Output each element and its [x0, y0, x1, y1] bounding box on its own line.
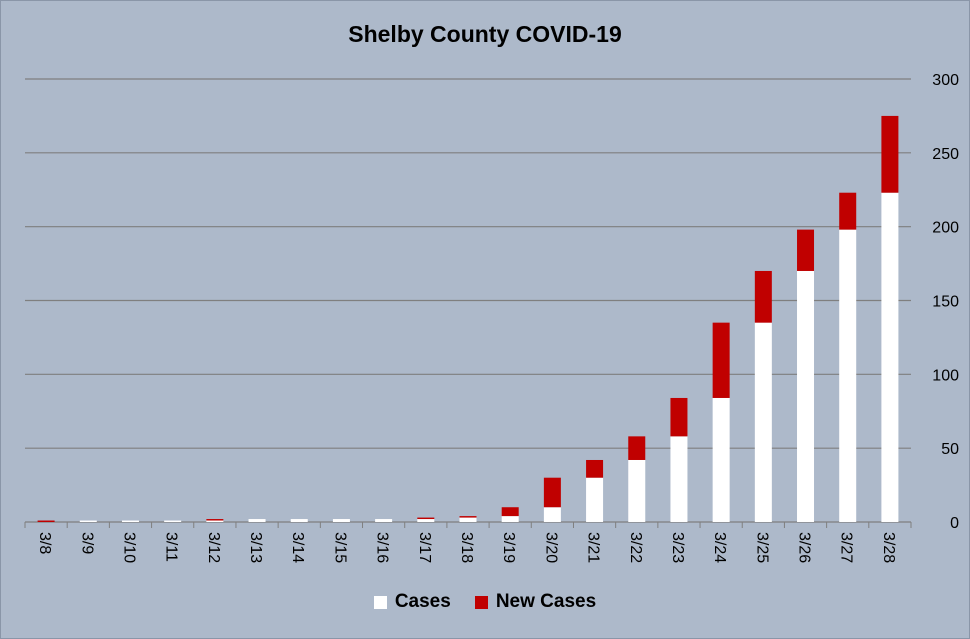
- x-tick-label-3-23: 3/23: [669, 532, 686, 563]
- bar-cases-3-25: [754, 322, 772, 522]
- bar-cases-3-27: [839, 229, 857, 522]
- legend-item-cases: Cases: [373, 591, 451, 613]
- bar-new-cases-3-25: [754, 270, 772, 323]
- legend-label-new-cases: New Cases: [495, 591, 597, 612]
- bar-new-cases-3-22: [628, 436, 646, 460]
- x-tick-label-3-11: 3/11: [163, 532, 180, 562]
- x-tick-label-3-17: 3/17: [416, 532, 433, 563]
- bar-new-cases-3-18: [459, 516, 477, 518]
- x-tick-label-3-10: 3/10: [120, 532, 137, 563]
- x-tick-label-3-26: 3/26: [796, 532, 813, 563]
- bar-cases-3-23: [670, 436, 688, 522]
- y-tick-label-50: 50: [941, 441, 959, 458]
- bar-new-cases-3-21: [586, 459, 604, 478]
- bar-cases-3-21: [586, 477, 604, 522]
- y-tick-label-0: 0: [950, 515, 959, 532]
- x-tick-label-3-13: 3/13: [247, 532, 264, 563]
- x-tick-label-3-22: 3/22: [627, 532, 644, 563]
- bar-new-cases-3-8: [37, 520, 55, 522]
- legend-label-cases: Cases: [394, 591, 451, 612]
- bar-cases-3-17: [417, 519, 435, 522]
- x-tick-label-3-24: 3/24: [711, 532, 728, 563]
- x-tick-label-3-9: 3/9: [78, 532, 95, 554]
- x-tick-label-3-15: 3/15: [331, 532, 348, 563]
- y-tick-label-100: 100: [932, 367, 959, 384]
- bar-new-cases-3-23: [670, 397, 688, 437]
- bar-cases-3-22: [628, 459, 646, 522]
- legend-item-new-cases: New Cases: [474, 591, 597, 613]
- bar-new-cases-3-12: [206, 519, 224, 521]
- bar-new-cases-3-27: [839, 192, 857, 230]
- bar-cases-3-14: [290, 519, 308, 522]
- bar-cases-3-13: [248, 519, 266, 522]
- bar-new-cases-3-17: [417, 517, 435, 520]
- y-tick-label-200: 200: [932, 220, 959, 237]
- bar-new-cases-3-24: [712, 322, 730, 398]
- x-tick-label-3-27: 3/27: [838, 532, 855, 563]
- bar-cases-3-19: [501, 516, 519, 522]
- bar-cases-3-11: [164, 520, 182, 522]
- chart-legend: Cases New Cases: [1, 591, 969, 613]
- bar-cases-3-28: [881, 192, 899, 522]
- bar-cases-3-15: [332, 519, 350, 522]
- bar-new-cases-3-26: [797, 229, 815, 271]
- chart-title: Shelby County COVID-19: [348, 21, 622, 47]
- x-tick-label-3-28: 3/28: [880, 532, 897, 563]
- bar-cases-3-18: [459, 517, 477, 522]
- x-tick-label-3-20: 3/20: [542, 532, 559, 563]
- x-tick-label-3-25: 3/25: [753, 532, 770, 563]
- bar-new-cases-3-20: [543, 477, 561, 508]
- bar-new-cases-3-19: [501, 507, 519, 517]
- x-tick-label-3-21: 3/21: [585, 532, 602, 563]
- legend-swatch-cases: [373, 595, 387, 609]
- bar-cases-3-20: [543, 507, 561, 522]
- bar-cases-3-24: [712, 397, 730, 522]
- y-tick-label-250: 250: [932, 146, 959, 163]
- bar-cases-3-16: [375, 519, 393, 522]
- bar-cases-3-9: [79, 520, 97, 522]
- x-tick-label-3-19: 3/19: [500, 532, 517, 563]
- bar-cases-3-10: [121, 520, 139, 522]
- y-tick-label-150: 150: [932, 294, 959, 311]
- x-tick-label-3-8: 3/8: [36, 532, 53, 554]
- x-tick-label-3-12: 3/12: [205, 532, 222, 563]
- bar-new-cases-3-28: [881, 115, 899, 193]
- bar-cases-3-26: [797, 270, 815, 522]
- bar-cases-3-12: [206, 520, 224, 522]
- x-tick-label-3-14: 3/14: [289, 532, 306, 563]
- y-tick-label-300: 300: [932, 72, 959, 89]
- x-tick-label-3-16: 3/16: [374, 532, 391, 563]
- legend-swatch-new-cases: [474, 595, 488, 609]
- x-tick-label-3-18: 3/18: [458, 532, 475, 563]
